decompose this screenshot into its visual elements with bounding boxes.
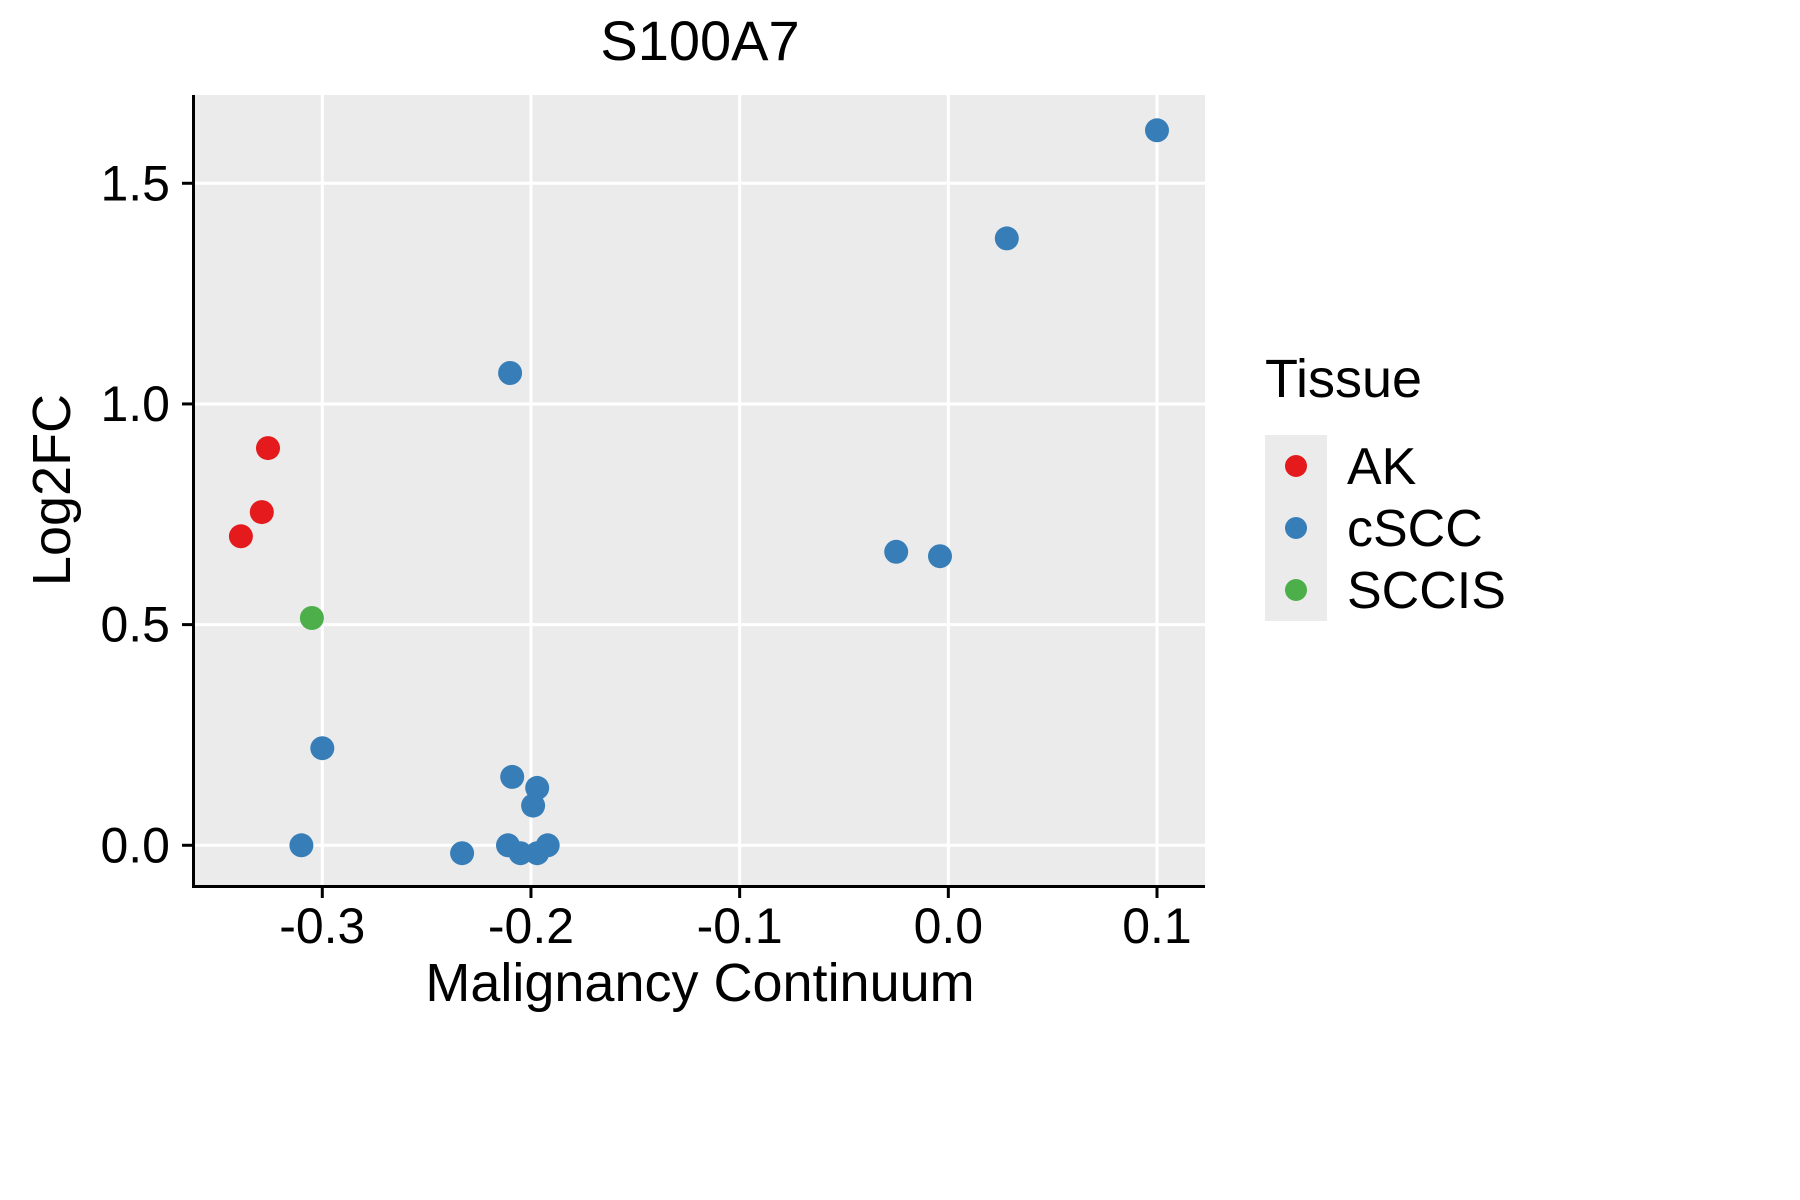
- x-tick-label: 0.0: [914, 898, 984, 954]
- legend-title: Tissue: [1265, 349, 1423, 409]
- x-tick-label: -0.1: [697, 898, 783, 954]
- data-point-cSCC: [884, 539, 909, 564]
- data-point-cSCC: [450, 841, 475, 866]
- data-point-cSCC: [310, 736, 335, 761]
- legend-label-cSCC: cSCC: [1347, 500, 1483, 558]
- y-tick-label: 1.5: [100, 155, 170, 211]
- legend-label-AK: AK: [1347, 438, 1417, 496]
- data-point-cSCC: [994, 226, 1019, 251]
- data-point-AK: [256, 436, 280, 461]
- chart-title: S100A7: [600, 9, 800, 72]
- data-point-cSCC: [535, 833, 560, 858]
- legend-dot-SCCIS: [1285, 579, 1307, 601]
- y-tick-label: 0.0: [100, 817, 170, 873]
- data-point-cSCC: [508, 841, 533, 866]
- data-point-cSCC: [289, 833, 314, 858]
- data-point-AK: [249, 500, 274, 525]
- data-point-cSCC: [928, 544, 952, 569]
- data-point-cSCC: [500, 764, 525, 789]
- x-tick-label: -0.2: [488, 898, 574, 954]
- legend-dot-cSCC: [1285, 517, 1307, 539]
- data-point-cSCC: [498, 361, 523, 385]
- legend-dot-AK: [1285, 455, 1307, 477]
- legend-label-SCCIS: SCCIS: [1347, 562, 1506, 620]
- plot-panel: [195, 95, 1205, 885]
- x-tick-label: -0.3: [279, 898, 365, 954]
- y-tick-label: 1.0: [100, 376, 170, 432]
- x-tick-label: 0.1: [1122, 898, 1192, 954]
- data-point-AK: [228, 524, 253, 549]
- x-axis-label: Malignancy Continuum: [425, 953, 975, 1013]
- data-point-SCCIS: [299, 606, 324, 630]
- data-point-cSCC: [521, 793, 546, 818]
- y-tick-label: 0.5: [100, 597, 170, 653]
- data-point-cSCC: [1145, 118, 1169, 143]
